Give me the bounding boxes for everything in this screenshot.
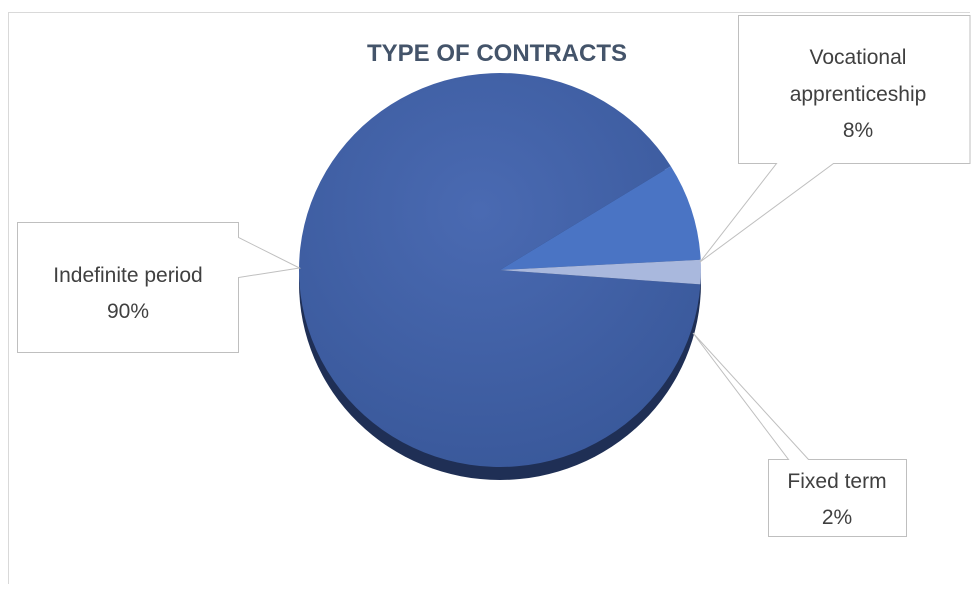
callout-box-vocational-apprenticeship — [699, 15, 971, 263]
chart-frame — [8, 12, 970, 584]
pie-slices — [299, 72, 701, 467]
callout-value-vocational-apprenticeship: 8% — [843, 119, 873, 142]
callout-value-fixed-term: 2% — [822, 506, 852, 529]
callout-label-vocational: Vocational — [810, 46, 907, 69]
pie-slice-fixed-term — [500, 259, 701, 285]
callout-label-fixed-term: Fixed term — [787, 470, 886, 493]
callout-vocational-apprenticeship: Vocational apprenticeship 8% — [699, 15, 971, 263]
pie-slice-vocational-apprenticeship — [500, 166, 701, 270]
callout-label-apprenticeship: apprenticeship — [790, 83, 927, 106]
chart-title: TYPE OF CONTRACTS — [367, 40, 627, 67]
callout-box-fixed-term — [692, 332, 907, 537]
callout-label-indefinite-period: Indefinite period — [53, 264, 202, 287]
callout-fixed-term: Fixed term 2% — [692, 332, 907, 537]
callout-indefinite-period: Indefinite period 90% — [17, 222, 302, 353]
callout-value-indefinite-period: 90% — [107, 300, 149, 323]
callout-box-indefinite-period — [17, 222, 302, 353]
pie-slice-indefinite-period — [299, 72, 701, 467]
